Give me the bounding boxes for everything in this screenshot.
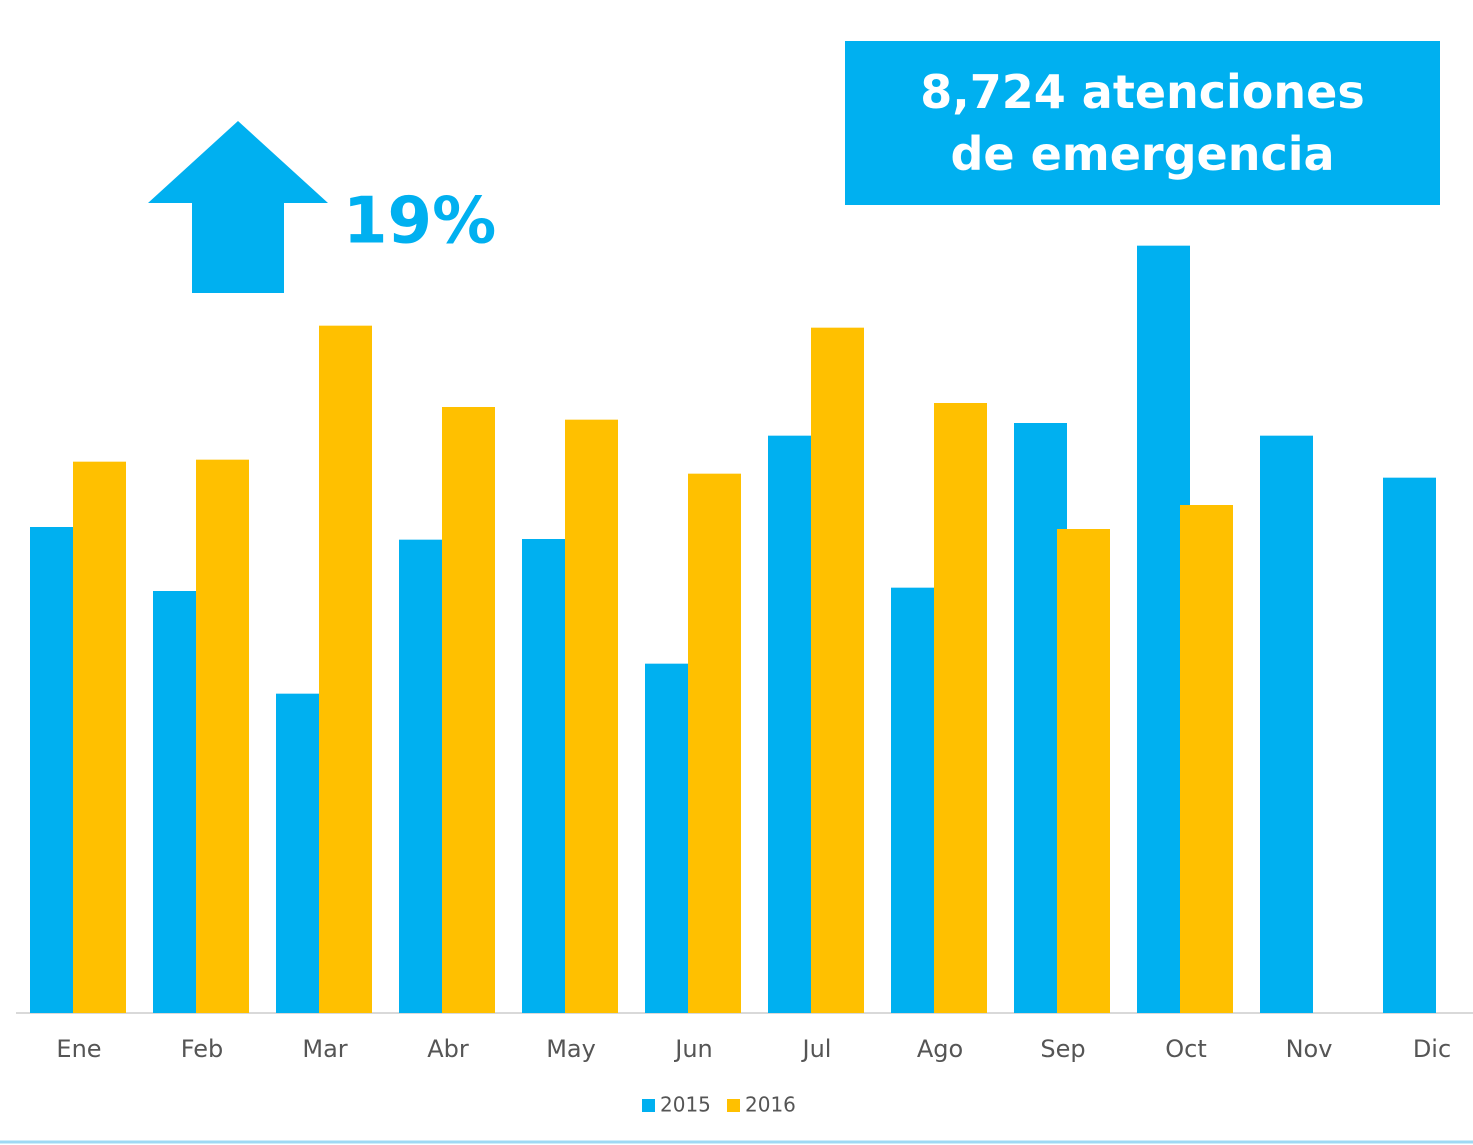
chart-title: 8,724 atenciones de emergencia <box>920 65 1365 181</box>
bar <box>1057 529 1110 1013</box>
bar <box>1260 435 1313 1014</box>
bar <box>1180 505 1233 1013</box>
arrow <box>148 121 328 293</box>
x-tick-label: Abr <box>427 1035 469 1063</box>
x-tick-label: Dic <box>1413 1035 1451 1063</box>
x-tick-label: Ene <box>56 1035 101 1063</box>
x-tick-label: Mar <box>302 1035 347 1063</box>
x-tick-label: Oct <box>1165 1035 1207 1063</box>
x-tick-label: May <box>546 1035 596 1063</box>
x-tick-label: Jul <box>801 1035 832 1063</box>
bar <box>565 419 618 1014</box>
x-tick-label: Sep <box>1040 1035 1085 1063</box>
bar <box>196 459 249 1014</box>
x-tick-label: Ago <box>917 1035 963 1063</box>
x-tick-label: Feb <box>181 1035 224 1063</box>
bar <box>1383 477 1436 1014</box>
bar <box>319 325 372 1014</box>
x-tick-label: Jun <box>673 1035 713 1063</box>
annotation: 19% <box>343 185 496 259</box>
legend-swatch <box>642 1099 655 1112</box>
bar <box>688 473 741 1014</box>
bar <box>934 403 987 1013</box>
legend-label: 2016 <box>745 1093 796 1117</box>
legend-label: 2015 <box>660 1093 711 1117</box>
title-box: 8,724 atenciones de emergencia <box>845 41 1440 205</box>
bar <box>73 461 126 1014</box>
bar <box>442 407 495 1013</box>
x-tick-label: Nov <box>1286 1035 1333 1063</box>
bar <box>811 327 864 1014</box>
legend-swatch <box>727 1099 740 1112</box>
